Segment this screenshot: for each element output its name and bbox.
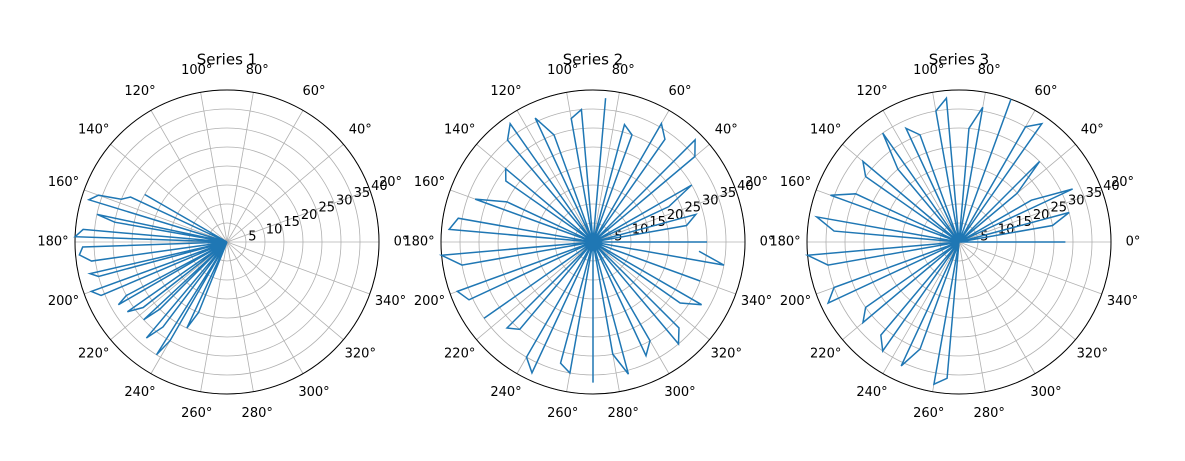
angle-tick-label: 100° (547, 63, 578, 78)
angle-tick-label: 280° (242, 406, 273, 421)
angle-tick-label: 140° (444, 123, 475, 138)
chart-title: Series 3 (929, 51, 989, 69)
radial-tick-label: 40 (371, 179, 388, 194)
angle-tick-label: 120° (490, 84, 521, 99)
angle-tick-label: 180° (403, 235, 434, 250)
angle-tick-label: 240° (124, 385, 155, 400)
angle-tick-label: 20° (379, 175, 402, 190)
radial-tick-label: 40 (737, 179, 754, 194)
radial-tick-label: 30 (336, 193, 353, 208)
radial-tick-label: 15 (283, 215, 300, 230)
radial-grid-circle (112, 127, 342, 357)
data-line (73, 193, 228, 356)
radial-tick-label: 40 (1103, 179, 1120, 194)
radial-grid-circle (188, 203, 266, 281)
angle-tick-label: 140° (78, 123, 109, 138)
angle-tick-label: 20° (1111, 175, 1134, 190)
angle-tick-label: 220° (444, 346, 475, 361)
angle-tick-label: 20° (745, 175, 768, 190)
angle-tick-label: 200° (414, 294, 445, 309)
angle-tick-label: 160° (780, 175, 811, 190)
angle-tick-label: 300° (1030, 385, 1061, 400)
angle-tick-label: 80° (246, 63, 269, 78)
radial-tick-label: 30 (702, 193, 719, 208)
radial-tick-label: 35 (1086, 186, 1103, 201)
angle-tick-label: 200° (48, 294, 79, 309)
angle-tick-label: 180° (769, 235, 800, 250)
data-line (438, 98, 725, 383)
radial-grid-circle (131, 146, 323, 338)
angle-tick-label: 60° (1034, 84, 1057, 99)
angle-tick-label: 280° (608, 406, 639, 421)
angle-tick-label: 240° (490, 385, 521, 400)
polar-spine (440, 89, 746, 395)
radial-grid-circle (844, 127, 1074, 357)
radial-tick-label: 35 (354, 186, 371, 201)
angle-tick-label: 120° (124, 84, 155, 99)
radial-grid-circle (825, 108, 1093, 376)
angle-tick-label: 220° (78, 346, 109, 361)
angle-tick-label: 40° (715, 123, 738, 138)
angle-tick-label: 320° (711, 346, 742, 361)
angle-tick-label: 60° (668, 84, 691, 99)
angle-tick-label: 300° (664, 385, 695, 400)
chart-title: Series 2 (563, 51, 623, 69)
angle-tick-label: 240° (856, 385, 887, 400)
angle-tick-label: 60° (302, 84, 325, 99)
angle-tick-label: 280° (974, 406, 1005, 421)
angle-tick-label: 300° (298, 385, 329, 400)
angle-tick-label: 200° (780, 294, 811, 309)
angle-tick-label: 40° (1081, 123, 1104, 138)
angle-tick-label: 120° (856, 84, 887, 99)
polar-spine (806, 89, 1112, 395)
angle-tick-label: 340° (1107, 294, 1138, 309)
radial-tick-label: 25 (1050, 201, 1067, 216)
angle-tick-label: 100° (181, 63, 212, 78)
angle-tick-label: 320° (1077, 346, 1108, 361)
angle-tick-label: 160° (48, 175, 79, 190)
angle-tick-label: 100° (913, 63, 944, 78)
radial-tick-label: 20 (301, 208, 318, 223)
angle-tick-label: 80° (612, 63, 635, 78)
radial-tick-label: 30 (1068, 193, 1085, 208)
angle-tick-label: 260° (547, 406, 578, 421)
radial-tick-label: 10 (266, 222, 283, 237)
angle-tick-label: 320° (345, 346, 376, 361)
polar-spine (74, 89, 380, 395)
angle-tick-label: 80° (978, 63, 1001, 78)
angle-tick-label: 0° (1126, 235, 1141, 250)
radial-grid-circle (150, 165, 304, 319)
data-line (804, 96, 1073, 386)
angle-tick-label: 160° (414, 175, 445, 190)
angle-tick-label: 180° (37, 235, 68, 250)
radial-tick-label: 25 (684, 201, 701, 216)
angle-tick-label: 220° (810, 346, 841, 361)
chart-title: Series 1 (197, 51, 257, 69)
angle-tick-label: 40° (349, 123, 372, 138)
radial-grid-circle (169, 184, 285, 300)
radial-tick-label: 5 (248, 230, 256, 245)
angle-tick-label: 260° (913, 406, 944, 421)
angle-tick-label: 140° (810, 123, 841, 138)
radial-tick-label: 25 (318, 201, 335, 216)
angle-tick-label: 340° (375, 294, 406, 309)
angle-tick-label: 0° (394, 235, 409, 250)
radial-grid-circle (93, 108, 361, 376)
angle-tick-label: 340° (741, 294, 772, 309)
radial-tick-label: 35 (720, 186, 737, 201)
angle-tick-label: 0° (760, 235, 775, 250)
angle-tick-label: 260° (181, 406, 212, 421)
